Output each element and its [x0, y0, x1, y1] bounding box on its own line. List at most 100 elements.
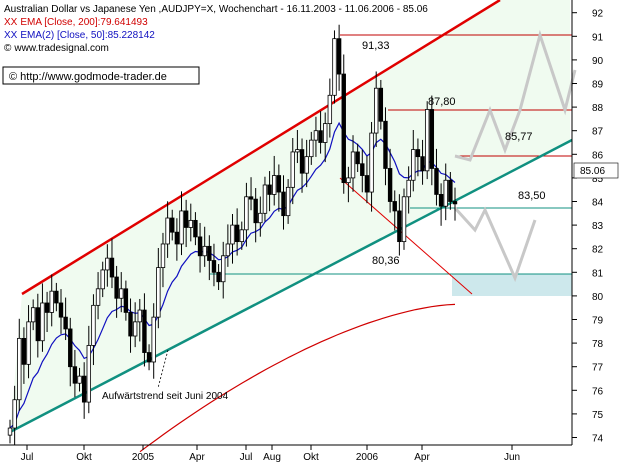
- candle: [114, 265, 119, 318]
- candle: [350, 135, 356, 192]
- candle: [179, 191, 184, 256]
- candle: [165, 201, 170, 258]
- candle: [415, 138, 421, 177]
- y-tick-label: 80: [592, 292, 604, 303]
- candle: [225, 224, 231, 267]
- annotation-pointer: [157, 349, 169, 389]
- projection-down: [453, 206, 537, 283]
- y-ticks: 74 75 76 77 78 79 80 81 82 83 84 85 86 87 88 89 90 91 92: [572, 9, 604, 445]
- x-tick-label: Jul: [21, 452, 34, 463]
- candle: [91, 294, 96, 366]
- y-tick-label: 85: [592, 174, 604, 185]
- current-price-box: [573, 162, 619, 179]
- candle: [309, 131, 314, 165]
- y-tick-label: 76: [592, 386, 604, 397]
- candle: [123, 280, 129, 321]
- candle: [313, 116, 319, 157]
- candle: [429, 95, 435, 186]
- candle: [443, 163, 448, 221]
- candle: [448, 172, 453, 210]
- level-label-8036: 80,36: [372, 255, 400, 267]
- x-tick-label: Aug: [263, 452, 281, 463]
- candle: [109, 238, 115, 289]
- candle: [341, 54, 346, 194]
- candle: [420, 139, 425, 185]
- ema200-path: [139, 303, 456, 453]
- candle: [397, 194, 402, 256]
- legend-ema200: XX EMA [Close, 200]:79.641493: [4, 17, 148, 28]
- y-tick-label: 77: [592, 363, 604, 374]
- candle: [193, 212, 198, 246]
- target-zone: [452, 274, 572, 296]
- y-tick-label: 91: [592, 32, 604, 43]
- candle: [406, 166, 411, 214]
- candle: [323, 112, 328, 163]
- candle: [244, 182, 249, 247]
- ema200-line: [139, 303, 456, 453]
- candle: [77, 367, 82, 392]
- candle: [207, 235, 212, 281]
- candle: [86, 325, 92, 414]
- candle: [7, 419, 13, 444]
- legend-ema50: XX EMA(2) [Close, 50]:85.228142: [4, 30, 155, 41]
- candle: [142, 293, 147, 367]
- level-label-8577: 85,77: [505, 131, 533, 143]
- trend-channel-top: [21, 0, 501, 296]
- candle: [304, 139, 309, 188]
- candle: [267, 171, 272, 212]
- levels-layer: [210, 34, 572, 295]
- trend-support-line: [9, 138, 573, 434]
- x-tick-label: Apr: [414, 452, 430, 463]
- candle: [230, 214, 235, 264]
- candle: [234, 208, 240, 256]
- candle: [285, 179, 291, 224]
- candle: [290, 138, 295, 205]
- y-tick-label: 92: [592, 9, 604, 20]
- y-tick-label: 88: [592, 103, 604, 114]
- chart-title: Australian Dollar vs Japanese Yen ,AUDJP…: [4, 4, 428, 15]
- candle: [276, 164, 282, 212]
- y-tick-label: 84: [592, 198, 604, 209]
- candle: [128, 298, 133, 353]
- candle: [63, 297, 68, 341]
- candles: [7, 24, 458, 445]
- candle: [360, 149, 365, 193]
- candle: [137, 298, 142, 342]
- candle: [272, 155, 277, 206]
- y-tick-label: 83: [592, 221, 604, 232]
- candle: [216, 264, 221, 290]
- y-tick-label: 87: [592, 127, 604, 138]
- y-tick-label: 78: [592, 339, 604, 350]
- candle: [318, 111, 323, 154]
- candle: [26, 305, 31, 379]
- candle: [68, 317, 73, 387]
- candle: [183, 199, 189, 248]
- x-tick-label: Okt: [76, 452, 92, 463]
- level-label-8350: 83,50: [518, 190, 546, 202]
- candle: [49, 274, 54, 327]
- candle: [295, 129, 300, 164]
- y-tick-label: 86: [592, 150, 604, 161]
- candle: [332, 30, 337, 104]
- candle: [258, 196, 263, 237]
- x-tick-label: Okt: [303, 452, 319, 463]
- watermark-text: © http://www.godmode-trader.de: [9, 71, 167, 83]
- candle: [369, 121, 374, 212]
- candle: [336, 24, 342, 91]
- x-tick-label: 2006: [356, 452, 379, 463]
- x-tick-label: Apr: [189, 452, 205, 463]
- candle: [221, 241, 226, 299]
- candle: [17, 318, 22, 411]
- x-tick-label: Jun: [504, 452, 520, 463]
- candle: [355, 143, 360, 172]
- candle: [40, 283, 45, 352]
- candle: [387, 148, 393, 213]
- candle: [151, 303, 156, 379]
- candle: [373, 71, 379, 147]
- trend-annotation: Aufwärtstrend seit Juni 2004: [102, 391, 229, 402]
- candle: [452, 187, 458, 221]
- candle: [95, 272, 101, 320]
- projection-up: [454, 29, 577, 162]
- x-tick-label: 2005: [132, 452, 155, 463]
